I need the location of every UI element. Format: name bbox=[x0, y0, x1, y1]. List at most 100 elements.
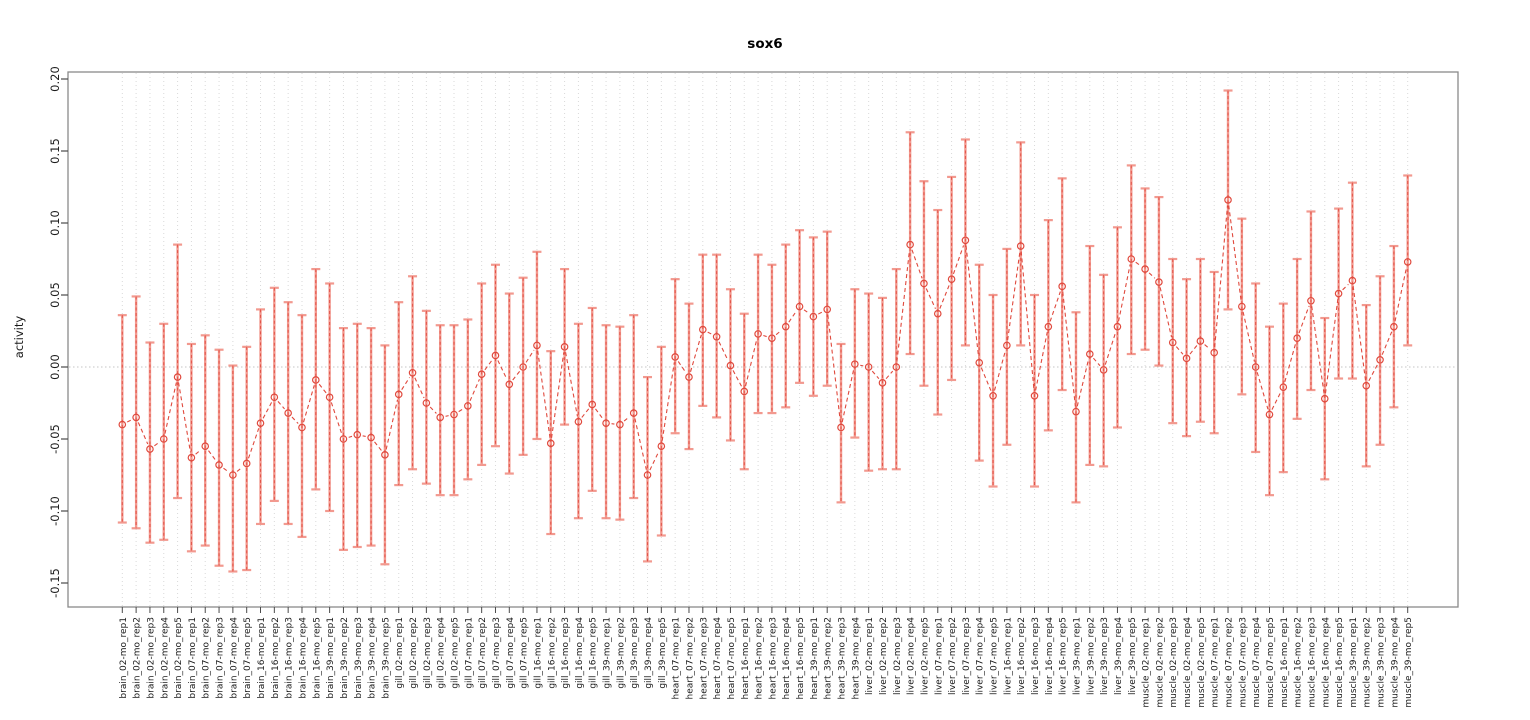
data-point bbox=[864, 363, 873, 371]
data-point bbox=[1099, 366, 1108, 374]
x-tick-label: gill_02-mo_rep4 bbox=[437, 617, 447, 689]
x-tick-label: heart_39-mo_rep2 bbox=[824, 617, 834, 699]
x-tick-label: heart_16-mo_rep3 bbox=[768, 617, 778, 699]
x-tick-label: liver_39-mo_rep5 bbox=[1128, 617, 1138, 695]
series-segment bbox=[374, 441, 382, 451]
x-tick-label: liver_16-mo_rep3 bbox=[1031, 617, 1041, 695]
x-tick-label: brain_02-mo_rep2 bbox=[133, 617, 143, 699]
x-tick-label: muscle_07-mo_rep2 bbox=[1225, 617, 1235, 708]
series-segment bbox=[718, 341, 729, 361]
data-point bbox=[270, 393, 279, 402]
x-tick-label: gill_16-mo_rep2 bbox=[547, 617, 557, 689]
data-point bbox=[159, 435, 168, 443]
series-segment bbox=[537, 350, 551, 438]
x-tick-label: liver_39-mo_rep2 bbox=[1086, 617, 1096, 695]
x-tick-label: muscle_16-mo_rep4 bbox=[1321, 617, 1331, 708]
data-point bbox=[132, 413, 140, 422]
series-segment bbox=[512, 370, 521, 381]
series-segment bbox=[732, 370, 743, 387]
series-segment bbox=[871, 370, 880, 380]
series-segment bbox=[565, 352, 578, 417]
data-point bbox=[781, 322, 790, 331]
series-segment bbox=[154, 441, 160, 447]
x-tick-label: liver_02-mo_rep5 bbox=[920, 617, 930, 695]
x-tick-label: heart_07-mo_rep5 bbox=[727, 617, 737, 699]
data-point bbox=[242, 459, 251, 468]
x-tick-label: liver_16-mo_rep5 bbox=[1059, 617, 1069, 695]
data-point bbox=[1238, 302, 1246, 311]
x-tick-label: heart_16-mo_rep5 bbox=[796, 617, 806, 699]
data-point bbox=[1182, 354, 1191, 363]
x-tick-label: heart_07-mo_rep1 bbox=[672, 617, 682, 699]
series-segment bbox=[1159, 287, 1173, 338]
data-point bbox=[1155, 278, 1163, 286]
x-tick-label: gill_16-mo_rep5 bbox=[589, 617, 599, 689]
x-tick-label: muscle_16-mo_rep2 bbox=[1294, 617, 1304, 708]
series-segment bbox=[827, 314, 841, 423]
series-segment bbox=[1118, 264, 1131, 322]
x-tick-label: liver_07-mo_rep5 bbox=[990, 617, 1000, 695]
x-tick-label: liver_02-mo_rep4 bbox=[907, 617, 917, 695]
x-tick-label: brain_02-mo_rep1 bbox=[119, 617, 129, 699]
data-point bbox=[477, 370, 486, 379]
x-tick-label: brain_16-mo_rep4 bbox=[298, 617, 308, 699]
x-tick-label: liver_16-mo_rep1 bbox=[1003, 617, 1013, 695]
series-segment bbox=[896, 250, 911, 362]
series-segment bbox=[980, 367, 992, 391]
series-segment bbox=[1242, 311, 1255, 362]
y-tick-label: -0.15 bbox=[48, 568, 62, 598]
x-tick-label: gill_39-mo_rep3 bbox=[630, 617, 640, 689]
series-segment bbox=[302, 385, 315, 423]
data-point bbox=[546, 439, 555, 448]
x-tick-label: muscle_39-mo_rep5 bbox=[1404, 617, 1414, 708]
series-segment bbox=[1228, 205, 1242, 302]
data-point bbox=[1293, 334, 1301, 343]
series-segment bbox=[788, 310, 797, 323]
x-tick-label: brain_07-mo_rep4 bbox=[229, 617, 239, 699]
x-tick-label: liver_39-mo_rep3 bbox=[1100, 617, 1110, 695]
series-segment bbox=[551, 352, 565, 438]
series-segment bbox=[775, 329, 782, 336]
data-point bbox=[685, 373, 693, 381]
x-tick-label: gill_39-mo_rep5 bbox=[658, 617, 668, 689]
series-segment bbox=[707, 331, 713, 335]
data-point bbox=[560, 343, 569, 351]
data-point bbox=[1390, 322, 1398, 331]
data-point bbox=[118, 420, 127, 429]
data-point bbox=[726, 361, 735, 370]
x-tick-label: heart_07-mo_rep2 bbox=[685, 617, 695, 699]
series-segment bbox=[649, 450, 660, 471]
data-point bbox=[1251, 363, 1260, 371]
data-point bbox=[422, 399, 431, 407]
data-point bbox=[1334, 289, 1343, 298]
x-tick-label: liver_02-mo_rep1 bbox=[865, 617, 875, 695]
data-point bbox=[215, 461, 223, 469]
x-tick-label: muscle_39-mo_rep4 bbox=[1390, 617, 1400, 708]
x-tick-label: liver_02-mo_rep3 bbox=[893, 617, 903, 695]
x-tick-label: heart_07-mo_rep4 bbox=[713, 617, 723, 700]
series-segment bbox=[763, 334, 767, 338]
series-segment bbox=[841, 369, 855, 423]
series-segment bbox=[348, 435, 353, 438]
data-point bbox=[851, 360, 859, 368]
series-segment bbox=[911, 249, 923, 279]
series-segment bbox=[595, 408, 604, 420]
data-point bbox=[367, 433, 375, 442]
x-tick-label: brain_16-mo_rep3 bbox=[285, 617, 295, 699]
x-tick-label: gill_07-mo_rep5 bbox=[520, 617, 530, 689]
data-point bbox=[1044, 322, 1053, 331]
data-point bbox=[1086, 350, 1094, 358]
series-segment bbox=[1076, 359, 1090, 407]
x-tick-label: liver_16-mo_rep2 bbox=[1017, 617, 1027, 695]
x-tick-label: brain_07-mo_rep2 bbox=[202, 617, 212, 699]
series-segment bbox=[1256, 372, 1269, 410]
x-tick-label: gill_02-mo_rep5 bbox=[451, 617, 461, 689]
data-point bbox=[920, 279, 928, 288]
series-segment bbox=[885, 370, 894, 380]
x-tick-label: gill_07-mo_rep4 bbox=[506, 617, 516, 689]
x-tick-label: brain_16-mo_rep1 bbox=[257, 617, 267, 699]
data-point bbox=[146, 445, 154, 453]
data-point bbox=[1320, 394, 1329, 403]
data-point bbox=[173, 373, 182, 381]
x-tick-label: muscle_02-mo_rep5 bbox=[1197, 617, 1207, 708]
